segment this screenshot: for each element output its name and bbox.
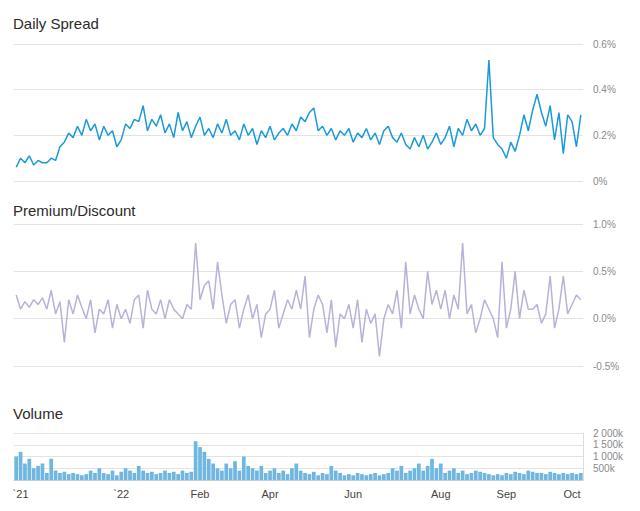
- svg-text:Jun: Jun: [344, 488, 362, 500]
- svg-text:500k: 500k: [593, 463, 616, 474]
- svg-text:0.4%: 0.4%: [593, 84, 616, 95]
- svg-text:Daily Spread: Daily Spread: [13, 15, 99, 32]
- svg-text:0.2%: 0.2%: [593, 130, 616, 141]
- svg-text:0%: 0%: [593, 176, 608, 187]
- svg-text:1 500k: 1 500k: [593, 439, 624, 450]
- svg-text:Sep: Sep: [497, 488, 517, 500]
- svg-text:Apr: Apr: [261, 488, 278, 500]
- svg-text:0.5%: 0.5%: [593, 266, 616, 277]
- svg-text:0.6%: 0.6%: [593, 39, 616, 50]
- svg-text:2 000k: 2 000k: [593, 428, 624, 439]
- svg-text:1 000k: 1 000k: [593, 451, 624, 462]
- svg-text:`22: `22: [113, 488, 129, 500]
- svg-text:Feb: Feb: [191, 488, 210, 500]
- svg-text:Aug: Aug: [431, 488, 451, 500]
- svg-text:Premium/Discount: Premium/Discount: [13, 202, 136, 219]
- svg-text:1.0%: 1.0%: [593, 219, 616, 230]
- svg-text:-0.5%: -0.5%: [593, 361, 619, 372]
- svg-text:Volume: Volume: [13, 405, 63, 422]
- svg-text:`21: `21: [13, 488, 29, 500]
- svg-text:Oct: Oct: [563, 488, 580, 500]
- svg-text:0.0%: 0.0%: [593, 313, 616, 324]
